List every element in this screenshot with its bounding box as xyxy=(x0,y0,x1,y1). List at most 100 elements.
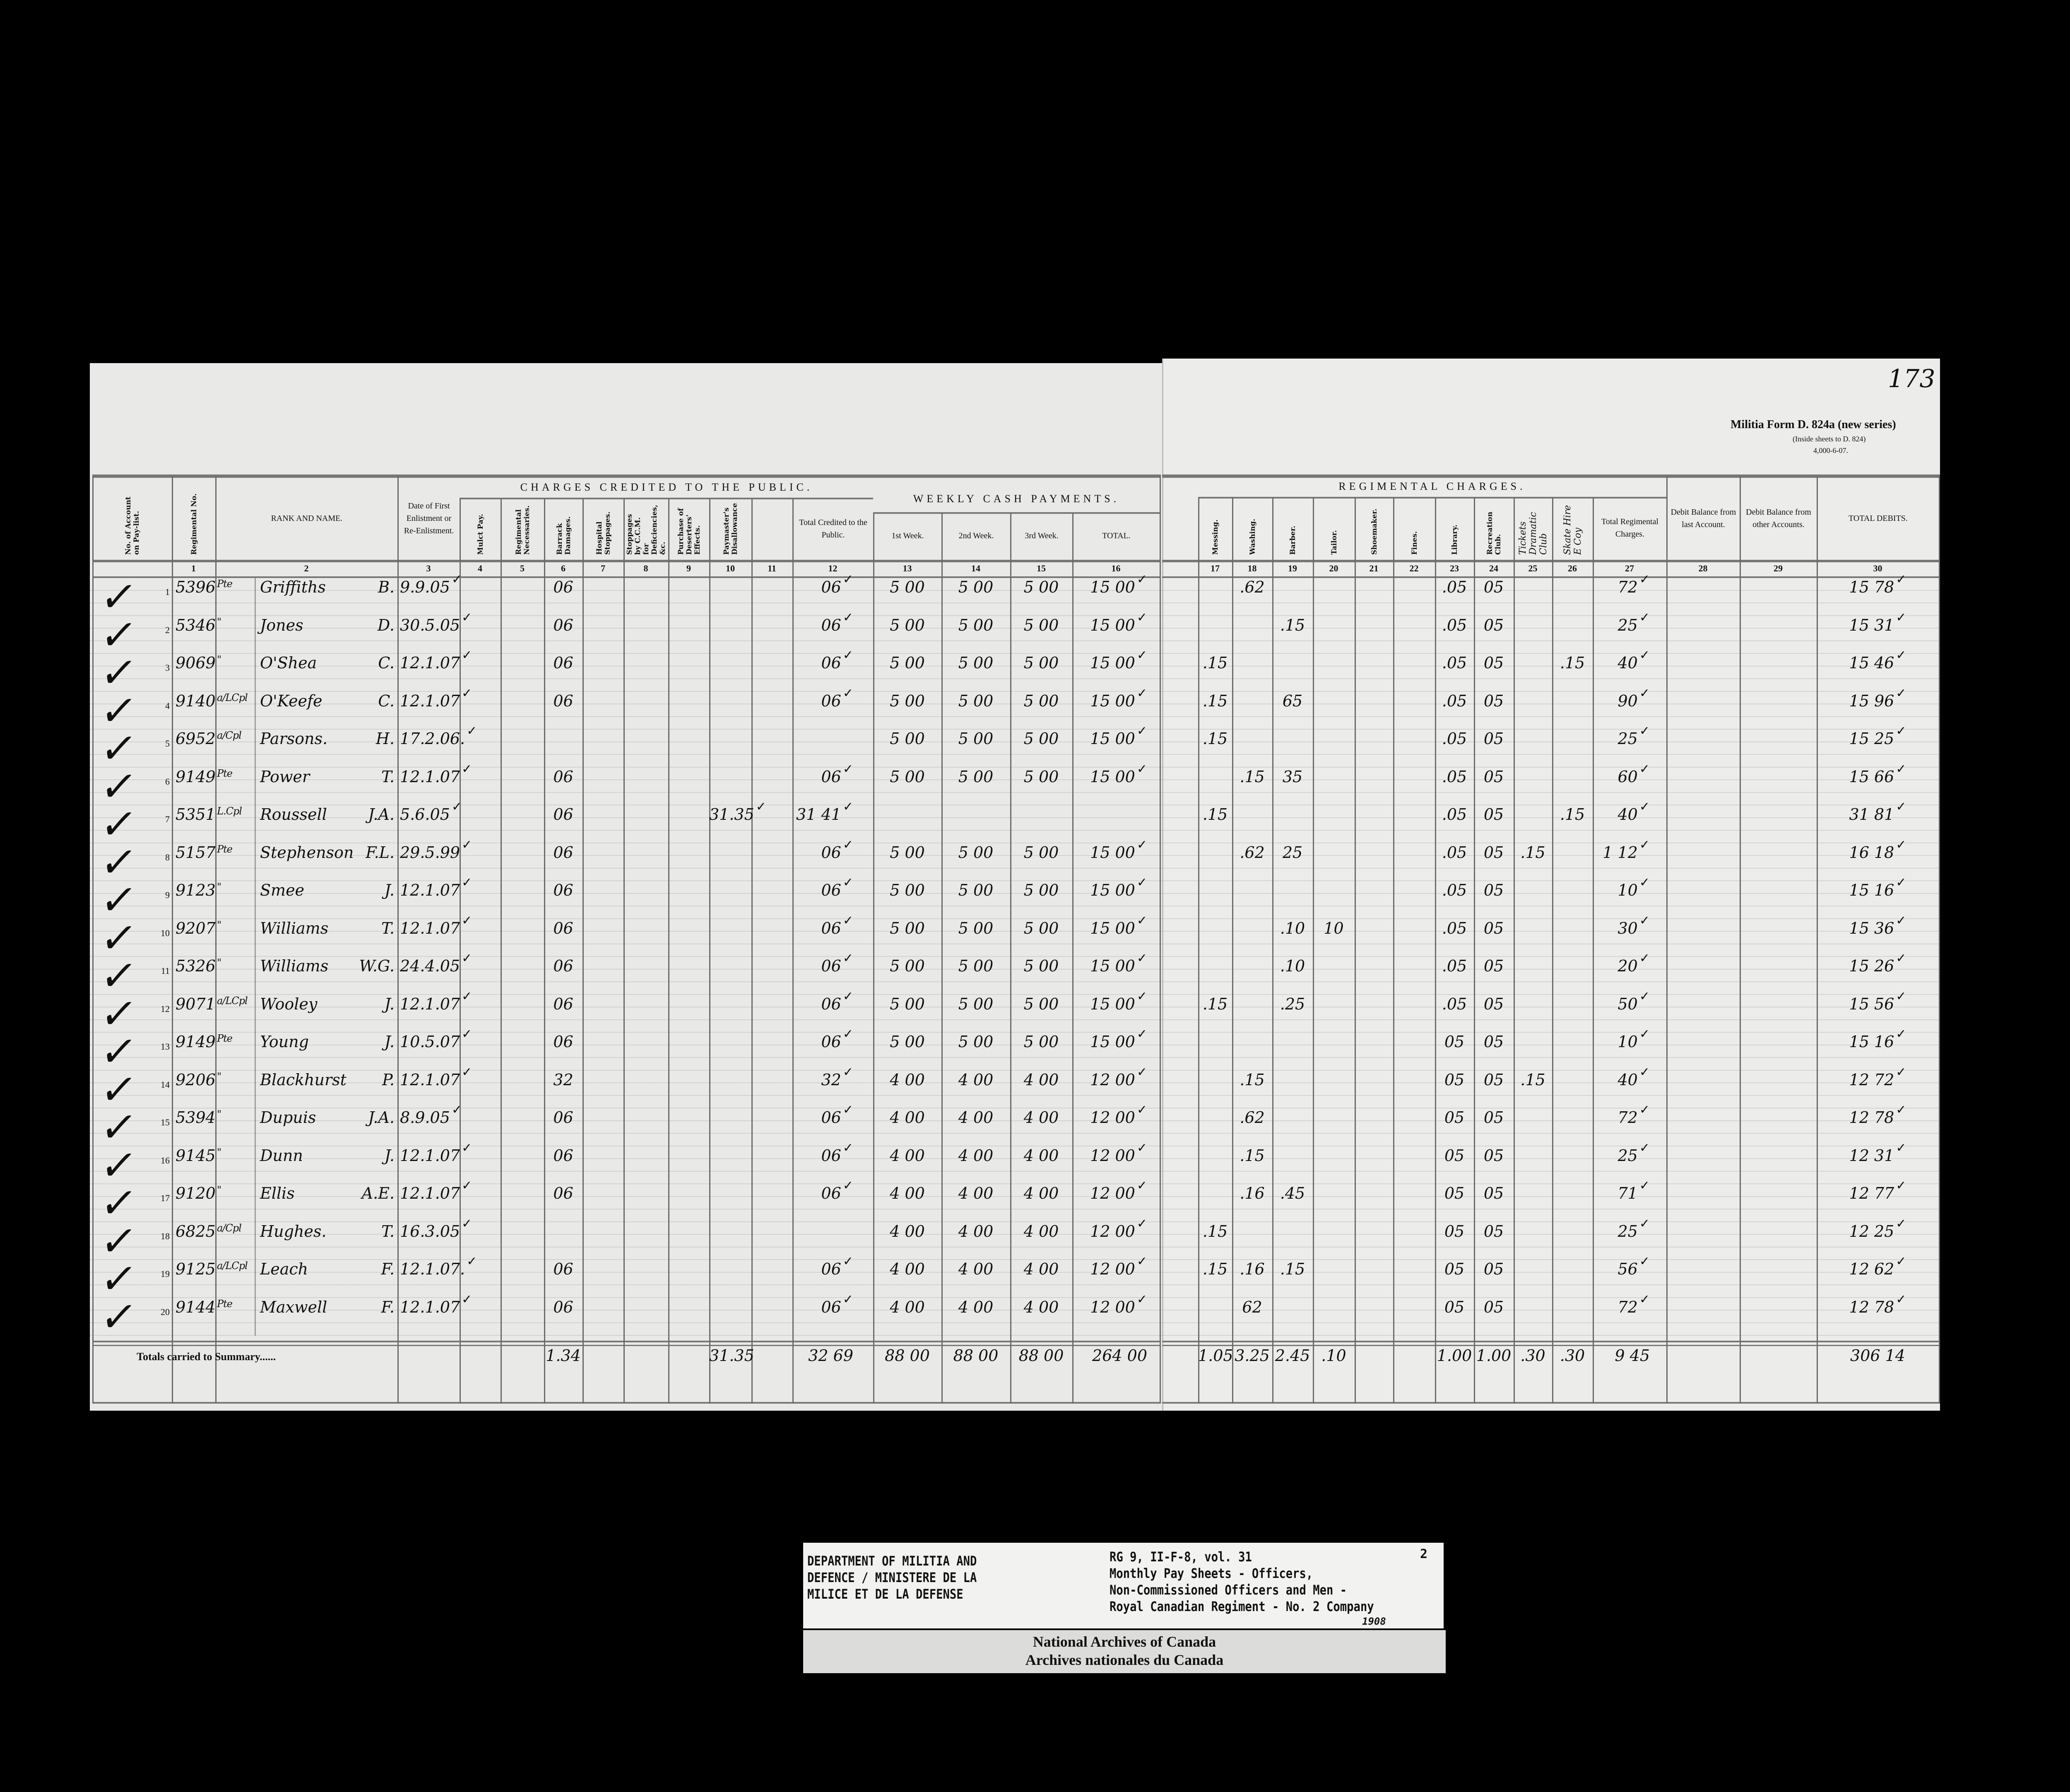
column-number: 1 xyxy=(191,563,196,573)
row-2-name: Jones xyxy=(260,616,303,634)
row-5-c23: .05 xyxy=(1442,730,1467,748)
weekly-group-header: WEEKLY CASH PAYMENTS. xyxy=(913,493,1120,505)
row-8-c23: .05 xyxy=(1442,843,1467,862)
row-13-c6: 06 xyxy=(553,1033,573,1051)
total-c15: 88 00 xyxy=(1018,1346,1064,1365)
column-number: 28 xyxy=(1698,563,1708,573)
row-18-c13: 4 00 xyxy=(890,1222,925,1240)
total-c23: 1.00 xyxy=(1437,1346,1472,1365)
row-16-n: 16 xyxy=(161,1155,170,1166)
row-2-c19: .15 xyxy=(1280,616,1305,634)
row-8-reg: 5157 xyxy=(176,843,216,862)
column-header-label: Fines. xyxy=(1410,531,1419,555)
column-header-text: Tickets Dramatic Club xyxy=(1515,501,1551,558)
row-4-reg: 9140 xyxy=(176,691,216,710)
row-9-c16: 15 00 xyxy=(1072,881,1160,919)
row-12-rank: a/LCpl xyxy=(217,995,248,1007)
row-14-c14: 4 00 xyxy=(958,1070,994,1089)
audit-checkmark-icon: ✓ xyxy=(97,1103,141,1151)
table-rule xyxy=(1162,1341,1939,1342)
row-5-c27: 25 xyxy=(1593,730,1666,767)
column-number: 4 xyxy=(478,563,482,573)
row-20-c18: 62 xyxy=(1242,1298,1262,1316)
row-12-c23: .05 xyxy=(1442,995,1467,1013)
row-11-n: 11 xyxy=(161,966,170,976)
row-8-c13: 5 00 xyxy=(890,843,925,862)
row-11-name: Williams xyxy=(260,957,329,975)
row-6-c16: 15 00 xyxy=(1072,768,1160,805)
row-19-c30: 12 62 xyxy=(1817,1260,1939,1298)
row-1-initials: B. xyxy=(378,578,395,596)
column-header-label: Hospital Stoppages. xyxy=(595,511,612,555)
row-16-rank: " xyxy=(217,1146,221,1158)
archives-en: National Archives of Canada xyxy=(1033,1633,1216,1650)
row-10-rank: " xyxy=(217,919,221,931)
column-header-text: RANK AND NAME. xyxy=(217,482,397,558)
total-c25: .30 xyxy=(1520,1346,1545,1365)
row-2-rank: " xyxy=(217,616,221,628)
column-divider xyxy=(623,499,625,1404)
row-16-c13: 4 00 xyxy=(890,1146,925,1165)
archives-fr: Archives nationales du Canada xyxy=(1025,1652,1224,1668)
table-rule xyxy=(92,576,1160,578)
row-18-c23: 05 xyxy=(1444,1222,1465,1240)
audit-checkmark-icon: ✓ xyxy=(97,573,141,621)
column-header-label: Shoemaker. xyxy=(1370,508,1379,555)
row-5-date: 17.2.06. xyxy=(398,730,465,767)
column-header-vertical: Tailor. xyxy=(1314,501,1354,558)
row-2-c27: 25 xyxy=(1593,616,1666,654)
row-19-initials: F. xyxy=(381,1260,395,1278)
row-13-c30: 15 16 xyxy=(1817,1033,1939,1070)
row-3-name: O'Shea xyxy=(260,654,317,672)
row-3-c27: 40 xyxy=(1593,654,1666,691)
row-9-c30: 15 16 xyxy=(1817,881,1939,919)
row-2-c12: 06 xyxy=(792,616,873,654)
row-15-c15: 4 00 xyxy=(1023,1108,1059,1127)
column-header-label: No. of Account on Pay-list. xyxy=(124,496,141,555)
row-5-c15: 5 00 xyxy=(1023,730,1059,748)
row-13-rank: Pte xyxy=(217,1033,233,1044)
column-header-label: Paymaster's Disallowance. xyxy=(722,502,739,555)
row-2-n: 2 xyxy=(165,624,170,635)
column-divider xyxy=(1393,498,1394,1404)
row-14-c30: 12 72 xyxy=(1817,1071,1939,1108)
column-header-label: TOTAL DEBITS. xyxy=(1849,514,1908,523)
row-1-c24: 05 xyxy=(1483,578,1504,596)
column-number: 27 xyxy=(1625,563,1634,573)
row-18-c14: 4 00 xyxy=(958,1222,994,1240)
row-11-c12: 06 xyxy=(792,957,873,995)
row-3-c16: 15 00 xyxy=(1072,654,1160,691)
row-20-c23: 05 xyxy=(1444,1298,1465,1316)
column-divider xyxy=(1160,474,1161,1404)
ledger-right-page xyxy=(1162,359,1940,1411)
row-17-c6: 06 xyxy=(553,1184,573,1202)
row-19-c16: 12 00 xyxy=(1072,1260,1160,1298)
row-16-reg: 9145 xyxy=(176,1146,216,1165)
row-6-c19: 35 xyxy=(1282,767,1303,786)
archives-stamp: National Archives of Canada Archives nat… xyxy=(803,1630,1446,1673)
column-number: 6 xyxy=(561,563,566,573)
table-rule xyxy=(92,1345,1160,1346)
row-9-c23: .05 xyxy=(1442,881,1467,899)
total-c17: 1.05 xyxy=(1198,1346,1233,1365)
row-17-reg: 9120 xyxy=(176,1184,216,1202)
column-header-label: Skate Hire E Coy xyxy=(1562,505,1583,555)
table-rule xyxy=(1162,560,1939,562)
row-4-c6: 06 xyxy=(553,691,573,710)
column-header-text: TOTAL. xyxy=(1074,517,1159,558)
row-1-c12: 06 xyxy=(792,578,873,616)
row-17-date: 12.1.07 xyxy=(398,1184,460,1222)
row-12-c15: 5 00 xyxy=(1023,995,1059,1013)
row-20-n: 20 xyxy=(161,1306,170,1317)
column-header-label: 1st Week. xyxy=(891,531,924,540)
column-divider xyxy=(668,499,669,1404)
column-number: 23 xyxy=(1450,563,1459,573)
row-16-date: 12.1.07 xyxy=(398,1146,460,1184)
row-6-initials: T. xyxy=(381,767,395,786)
row-16-name: Dunn xyxy=(260,1146,303,1165)
column-header-label: 3rd Week. xyxy=(1025,531,1059,540)
row-18-n: 18 xyxy=(161,1231,170,1241)
row-12-c19: .25 xyxy=(1280,995,1305,1013)
row-3-c23: .05 xyxy=(1442,654,1467,672)
row-8-c27: 1 12 xyxy=(1593,843,1666,881)
